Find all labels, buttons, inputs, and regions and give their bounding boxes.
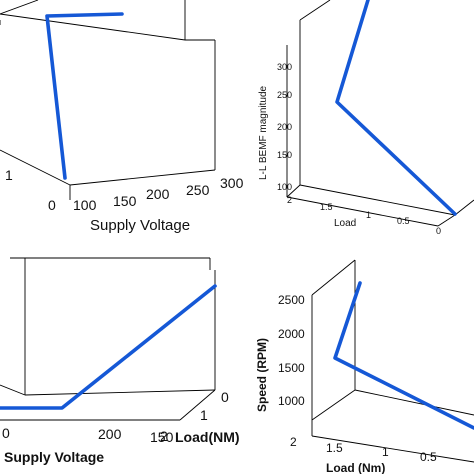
- axis-box-p1-bottom2: [69, 169, 216, 186]
- tick-x-p2-0: 0: [436, 226, 441, 236]
- tick-x-p4-1: 1: [382, 445, 389, 459]
- tick-y-p1-0: 0: [48, 197, 56, 213]
- panel-top-left: 100 150 200 250 300 0 1 Supply Voltage: [0, 0, 244, 234]
- axis-box-p2-top: [299, 0, 331, 21]
- axis-box-p2-bottom2: [454, 199, 474, 216]
- tick-x-p1-3: 250: [186, 182, 210, 198]
- x-axis-label-p1: Supply Voltage: [90, 217, 190, 234]
- y-axis-label-p3: Load(NM): [175, 429, 240, 445]
- tick-x-p4-15: 1.5: [326, 441, 343, 455]
- tick-x-p2-1: 1: [366, 210, 371, 220]
- panel-bottom-right: 2500 2000 1500 1000 2 1.5 1 0.5 Load (Nm…: [255, 259, 474, 474]
- tick-x-p1-1: 150: [113, 193, 137, 209]
- series-line-p3: [0, 284, 217, 410]
- tick-z-p2-100: 100: [277, 182, 292, 192]
- axis-box-p1-top: [0, 0, 39, 15]
- tick-y-p3-0: 0: [221, 389, 229, 405]
- x-axis-label-p4: Load (Nm): [326, 461, 385, 474]
- tick-x-p4-2: 2: [290, 435, 297, 449]
- tick-x-p4-05: 0.5: [420, 450, 437, 464]
- axis-box-p3-left: [0, 384, 26, 396]
- axis-box-p4-base2: [311, 435, 474, 463]
- series-line-p4: [333, 281, 474, 430]
- tick-y-p3-1: 1: [200, 407, 208, 423]
- z-axis-label-p4: Speed (RPM): [255, 338, 269, 412]
- tick-x-p1-4: 300: [220, 175, 244, 191]
- axis-box-p3-bottom: [24, 389, 216, 396]
- panel-top-right: 300 250 200 150 100 2 1.5 1 0.5 0 Load L…: [258, 0, 474, 236]
- tick-z-p2-150: 150: [277, 150, 292, 160]
- axis-box-p2-bottom: [299, 184, 456, 216]
- tick-x-p1-2: 200: [146, 186, 170, 202]
- x-axis-label-p2: Load: [334, 218, 356, 229]
- axis-box-p4-top: [311, 259, 356, 296]
- tick-z-p4-1000: 1000: [278, 394, 305, 408]
- tick-x-p1-0: 100: [73, 197, 97, 213]
- axis-box-p4-bottom: [311, 389, 356, 421]
- panel-bottom-left: 0 200 150 0 1 2 Supply Voltage Load(NM): [0, 257, 240, 465]
- tick-z-p2-250: 250: [277, 90, 292, 100]
- axis-box-p4-floor: [354, 389, 474, 416]
- tick-z-p4-2500: 2500: [278, 293, 305, 307]
- axis-box-p2-front: [286, 184, 301, 198]
- axis-box-p1-top2: [0, 13, 186, 41]
- tick-x-p3-0: 0: [2, 425, 10, 441]
- tick-x-p3-150: 150: [150, 429, 174, 445]
- axis-box-p1-bottom: [0, 149, 71, 186]
- axis-box-p3-front: [179, 389, 216, 421]
- x-axis-label-p3: Supply Voltage: [4, 449, 104, 465]
- tick-x-p2-05: 0.5: [397, 216, 410, 226]
- axis-box-p2-base: [286, 196, 439, 227]
- tick-y-p3-2: 2: [160, 428, 168, 444]
- tick-z-p2-200: 200: [277, 122, 292, 132]
- axis-box-p2-base2: [437, 214, 456, 227]
- tick-x-p3-200: 200: [98, 426, 122, 442]
- tick-x-p2-2: 2: [287, 195, 292, 205]
- tick-z-p2-300: 300: [277, 62, 292, 72]
- series-line-p1: [45, 12, 124, 180]
- tick-x-p2-15: 1.5: [320, 202, 333, 212]
- tick-z-p4-1500: 1500: [278, 361, 305, 375]
- series-line-p2: [335, 0, 457, 216]
- tick-y-p1-1: 1: [5, 167, 13, 183]
- tick-z-p4-2000: 2000: [278, 327, 305, 341]
- z-axis-label-p2: L-L BEMF magnitude: [258, 85, 269, 180]
